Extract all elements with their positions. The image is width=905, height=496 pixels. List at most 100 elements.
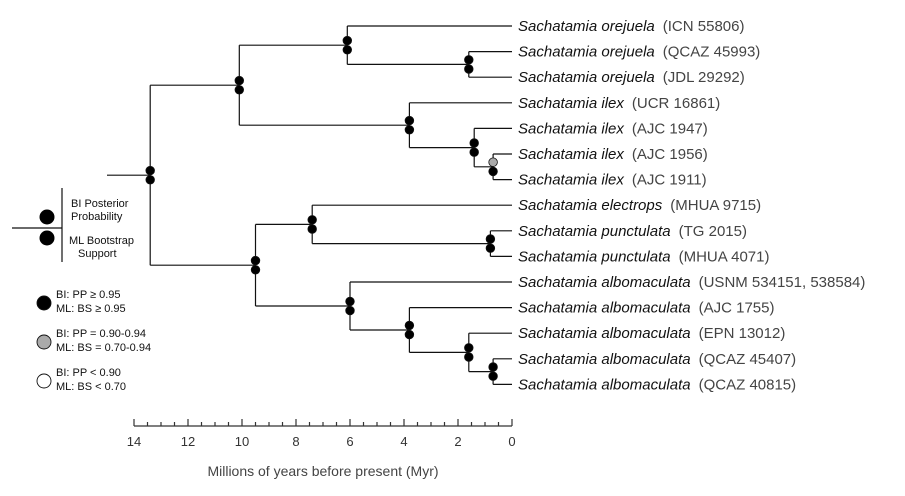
node-marker-bs-n_punct — [485, 243, 496, 253]
node-marker-bs-root — [145, 175, 155, 185]
taxon-voucher: (MHUA 9715) — [670, 197, 761, 214]
node-marker-pp-n_punct — [485, 234, 496, 244]
taxon-voucher: (QCAZ 40815) — [699, 376, 797, 393]
taxon-voucher: (JDL 29292) — [663, 69, 745, 86]
axis-tick-label: 2 — [454, 434, 461, 449]
taxon-label: Sachatamia ilex (UCR 16861) — [518, 95, 720, 112]
legend-line2-low: ML: BS < 0.70 — [56, 381, 126, 393]
time-axis: Millions of years before present (Myr) 1… — [127, 419, 516, 479]
node-marker-bs-n_albo3 — [464, 352, 474, 362]
node-marker-pp-n_ilex2 — [469, 138, 479, 148]
node-marker-bs-n_albo — [345, 305, 355, 316]
node-marker-pp-n_ilex — [404, 115, 415, 126]
taxon-voucher: (QCAZ 45993) — [663, 44, 761, 61]
node-marker-bs-n_ilex — [404, 125, 415, 135]
taxon-name: Sachatamia albomaculata — [518, 300, 691, 317]
node-marker-pp-n_ilex3 — [488, 157, 498, 167]
node-marker-pp-n_orejuela2 — [464, 55, 474, 65]
taxon-name: Sachatamia orejuela — [518, 18, 655, 35]
taxon-name: Sachatamia ilex — [518, 172, 624, 189]
legend-key-bottom-marker — [39, 230, 55, 246]
axis-tick-label: 4 — [400, 434, 407, 449]
taxon-label: Sachatamia punctulata (TG 2015) — [518, 223, 747, 240]
taxon-name: Sachatamia ilex — [518, 120, 624, 137]
taxon-voucher: (EPN 13012) — [699, 325, 786, 342]
node-marker-bs-n_electrops — [307, 224, 317, 234]
node-marker-bs-n_ilex2 — [469, 147, 479, 157]
legend-marker-low — [36, 373, 52, 389]
legend-line1-low: BI: PP < 0.90 — [56, 367, 121, 379]
taxon-label: Sachatamia albomaculata (USNM 534151, 538… — [518, 274, 865, 291]
node-marker-pp-n_electrops — [307, 215, 317, 225]
taxon-name: Sachatamia albomaculata — [518, 325, 691, 342]
taxon-name: Sachatamia ilex — [518, 95, 624, 112]
taxon-voucher: (AJC 1755) — [699, 300, 775, 317]
taxon-voucher: (UCR 16861) — [632, 95, 720, 112]
axis-tick-label: 6 — [346, 434, 353, 449]
taxon-name: Sachatamia punctulata — [518, 223, 671, 240]
node-marker-pp-n_orejuela — [342, 35, 353, 46]
axis-tick-label: 12 — [181, 434, 195, 449]
node-marker-bs-n_albo2 — [404, 329, 415, 340]
taxon-voucher: (TG 2015) — [679, 223, 747, 240]
taxon-voucher: (AJC 1947) — [632, 120, 708, 137]
taxon-label: Sachatamia ilex (AJC 1911) — [518, 172, 707, 189]
node-marker-bs-n_orejuela2 — [464, 64, 474, 74]
axis-tick-label: 14 — [127, 434, 141, 449]
taxon-name: Sachatamia albomaculata — [518, 376, 691, 393]
taxon-name: Sachatamia ilex — [518, 146, 624, 163]
taxon-name: Sachatamia electrops — [518, 197, 663, 214]
node-marker-bs-n_orejuela_ilex — [234, 85, 245, 95]
taxon-label: Sachatamia electrops (MHUA 9715) — [518, 197, 761, 214]
node-support-markers — [145, 35, 498, 381]
node-marker-bs-n_orejuela — [342, 45, 353, 55]
legend-key-top-label: BI Posterior Probability — [71, 198, 132, 223]
time-axis-title: Millions of years before present (Myr) — [207, 463, 438, 479]
legend-items: BI: PP ≥ 0.95 ML: BS ≥ 0.95 BI: PP = 0.90-… — [36, 289, 151, 393]
taxon-name: Sachatamia albomaculata — [518, 274, 691, 291]
taxon-label: Sachatamia ilex (AJC 1947) — [518, 120, 708, 137]
taxon-label: Sachatamia orejuela (ICN 55806) — [518, 18, 744, 35]
taxon-label: Sachatamia albomaculata (EPN 13012) — [518, 325, 785, 342]
taxon-voucher: (USNM 534151, 538584) — [699, 274, 866, 291]
legend-line2-mid: ML: BS = 0.70-0.94 — [56, 342, 151, 354]
node-marker-pp-n_albo4 — [488, 362, 498, 372]
legend-key-bottom-label: ML Bootstrap Support — [69, 235, 137, 260]
support-legend: BI Posterior Probability ML Bootstrap Su… — [12, 188, 151, 393]
taxon-labels: Sachatamia orejuela (ICN 55806)Sachatamia… — [518, 18, 865, 393]
node-marker-bs-n_ilex3 — [488, 166, 498, 177]
node-marker-bs-n_electrops_albo — [250, 265, 261, 275]
axis-tick-label: 0 — [508, 434, 515, 449]
taxon-label: Sachatamia albomaculata (AJC 1755) — [518, 300, 774, 317]
node-marker-pp-n_albo — [345, 296, 355, 307]
taxon-label: Sachatamia orejuela (JDL 29292) — [518, 69, 745, 86]
taxon-voucher: (AJC 1911) — [632, 172, 707, 189]
taxon-label: Sachatamia ilex (AJC 1956) — [518, 146, 708, 163]
taxon-voucher: (MHUA 4071) — [679, 248, 770, 265]
legend-line1-high: BI: PP ≥ 0.95 — [56, 289, 121, 301]
taxon-voucher: (AJC 1956) — [632, 146, 708, 163]
taxon-label: Sachatamia orejuela (QCAZ 45993) — [518, 44, 760, 61]
taxon-name: Sachatamia albomaculata — [518, 351, 691, 368]
legend-line1-mid: BI: PP = 0.90-0.94 — [56, 328, 146, 340]
node-marker-pp-n_electrops_albo — [250, 255, 261, 266]
node-marker-pp-n_albo3 — [464, 343, 474, 353]
legend-marker-high — [36, 295, 52, 311]
axis-tick-label: 8 — [292, 434, 299, 449]
taxon-label: Sachatamia albomaculata (QCAZ 40815) — [518, 376, 796, 393]
node-marker-pp-n_albo2 — [404, 320, 415, 331]
taxon-voucher: (QCAZ 45407) — [699, 351, 797, 368]
node-marker-pp-n_orejuela_ilex — [234, 75, 245, 86]
node-marker-pp-root — [145, 165, 155, 176]
legend-key-top-marker — [39, 209, 55, 225]
taxon-label: Sachatamia albomaculata (QCAZ 45407) — [518, 351, 796, 368]
taxon-name: Sachatamia orejuela — [518, 69, 655, 86]
legend-key: BI Posterior Probability ML Bootstrap Su… — [12, 188, 137, 262]
taxon-label: Sachatamia punctulata (MHUA 4071) — [518, 248, 769, 265]
legend-marker-mid — [36, 334, 52, 350]
taxon-voucher: (ICN 55806) — [663, 18, 745, 35]
node-marker-bs-n_albo4 — [488, 371, 498, 381]
chronogram-tree — [107, 25, 512, 385]
axis-tick-label: 10 — [235, 434, 249, 449]
